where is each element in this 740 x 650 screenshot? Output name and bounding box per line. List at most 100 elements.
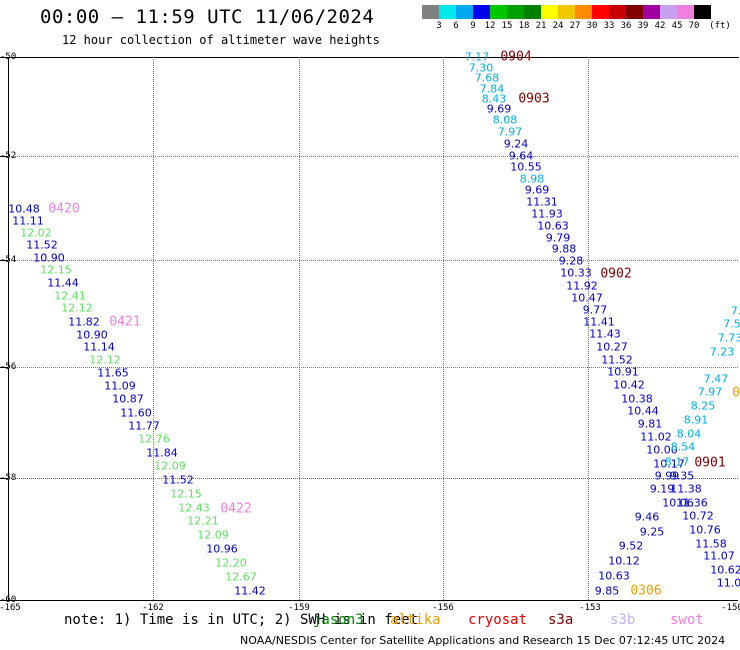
colorbar-tick-label: 36 — [620, 21, 632, 31]
wave-height-value: 11.52 — [601, 353, 633, 367]
wave-height-value: 11.65 — [97, 366, 129, 380]
latitude-label: -58 — [0, 473, 17, 483]
colorbar-swatch — [643, 5, 660, 19]
colorbar-tick-label: 12 — [484, 21, 496, 31]
latitude-tick — [0, 156, 8, 157]
latitude-gridline — [8, 260, 738, 261]
wave-height-value: 11.14 — [83, 340, 115, 354]
wave-height-value: 10.47 — [571, 291, 603, 305]
colorbar-tick-label: 45 — [671, 21, 683, 31]
longitude-label: -153 — [579, 603, 601, 613]
satellite-legend-jason3: jason3 — [313, 612, 364, 628]
colorbar-swatch — [473, 5, 490, 19]
wave-height-value: 10.00 — [646, 443, 678, 457]
wave-height-value: 7.5 — [723, 317, 740, 331]
satellite-legend-swot: swot — [670, 612, 704, 628]
longitude-label: -165 — [0, 603, 21, 613]
wave-height-value: 8.04 — [676, 427, 702, 441]
wave-height-value: 9.52 — [618, 539, 644, 553]
wave-height-value: 11.11 — [12, 214, 44, 228]
wave-height-value: 12.12 — [89, 353, 121, 367]
track-id-label: 0421 — [109, 314, 141, 330]
wave-height-value: 10.63 — [598, 569, 630, 583]
colorbar-tick-label: 24 — [552, 21, 564, 31]
wave-height-value: 10.12 — [608, 554, 640, 568]
wave-height-value: 11.77 — [128, 419, 160, 433]
wave-height-value: 12.15 — [40, 263, 72, 277]
longitude-label: -156 — [432, 603, 454, 613]
colorbar-tick-label: 18 — [518, 21, 530, 31]
colorbar-swatch — [558, 5, 575, 19]
wave-height-value: 10.91 — [607, 365, 639, 379]
wave-height-value: 7.97 — [697, 385, 723, 399]
track-id-label: 0 — [732, 385, 740, 401]
wave-height-value: 10.38 — [621, 392, 653, 406]
colorbar-unit: (ft) — [709, 21, 731, 31]
map-subtitle: 12 hour collection of altimeter wave hei… — [62, 33, 380, 47]
colorbar-swatch — [422, 5, 439, 19]
wave-height-value: 7. — [730, 304, 740, 318]
wave-height-value: 11.36 — [676, 496, 708, 510]
wave-height-value: 8.98 — [519, 172, 545, 186]
wave-height-value: 10.42 — [613, 378, 645, 392]
wave-height-value: 11.82 — [68, 315, 100, 329]
satellite-legend-s3b: s3b — [610, 612, 636, 628]
colorbar-swatch — [626, 5, 643, 19]
colorbar-ticks: 3 6 9 12 15 18 21 24 27 30 33 36 39 42 45 70 (ft) — [422, 21, 740, 33]
colorbar-swatch — [694, 5, 711, 19]
latitude-label: -54 — [0, 255, 17, 265]
wave-height-value: 7.30 — [468, 61, 494, 75]
longitude-gridline — [153, 57, 154, 600]
track-id-label: 0902 — [600, 266, 632, 282]
wave-height-value: 7.73 — [717, 331, 740, 345]
wave-height-value: 11.09 — [104, 379, 136, 393]
wave-height-value: 9.24 — [503, 137, 529, 151]
wave-height-value: 11.92 — [566, 279, 598, 293]
longitude-gridline — [588, 57, 589, 600]
colorbar-tick-label: 27 — [569, 21, 581, 31]
wave-height-value: 10.27 — [596, 340, 628, 354]
wave-height-value: 8.08 — [492, 113, 518, 127]
wave-height-value: 9.99 — [654, 469, 680, 483]
credit-line: NOAA/NESDIS Center for Satellite Applica… — [240, 634, 726, 647]
latitude-gridline — [8, 478, 738, 479]
wave-height-value: 12.43 — [178, 501, 210, 515]
latitude-label: -52 — [0, 151, 17, 161]
latitude-gridline — [8, 367, 738, 368]
wave-height-value: 12.67 — [225, 570, 257, 584]
wave-height-value: 9.46 — [634, 510, 660, 524]
colorbar-tick-label: 30 — [586, 21, 598, 31]
colorbar-swatch — [524, 5, 541, 19]
wave-height-value: 9.88 — [551, 242, 577, 256]
colorbar-swatch — [456, 5, 473, 19]
wave-height-value: 9.79 — [545, 231, 571, 245]
wave-height-value: 8.17 — [664, 455, 690, 469]
latitude-tick — [0, 367, 8, 368]
wave-height-value: 7.97 — [497, 125, 523, 139]
wave-height-value: 10.76 — [689, 523, 721, 537]
satellite-legend-s3a: s3a — [548, 612, 574, 628]
wave-height-value: 10.33 — [560, 266, 592, 280]
wave-height-value: 7.17 — [464, 50, 490, 64]
wave-height-value: 12.21 — [187, 514, 219, 528]
wave-height-value: 9.85 — [594, 584, 620, 598]
colorbar-swatch — [541, 5, 558, 19]
wave-height-value: 9.28 — [558, 254, 584, 268]
latitude-label: -50 — [0, 52, 17, 62]
plot-bottom-edge — [0, 600, 738, 601]
latitude-tick — [0, 478, 8, 479]
wave-height-value: 11.42 — [234, 584, 266, 598]
wave-height-value: 11.52 — [26, 238, 58, 252]
longitude-label: -162 — [142, 603, 164, 613]
wave-height-value: 9.77 — [582, 303, 608, 317]
colorbar-tick-label: 33 — [603, 21, 615, 31]
colorbar-tick-label: 70 — [688, 21, 700, 31]
wave-height-value: 9.69 — [486, 102, 512, 116]
wave-height-value: 10.62 — [710, 563, 740, 577]
wave-height-value: 11.60 — [120, 406, 152, 420]
wave-height-value: 9.81 — [637, 417, 663, 431]
track-id-label: 0422 — [220, 501, 252, 517]
footnote: note: 1) Time is in UTC; 2) SWH is in fe… — [64, 612, 419, 628]
track-id-label: 0904 — [500, 49, 532, 65]
wave-height-value: 10.63 — [537, 219, 569, 233]
